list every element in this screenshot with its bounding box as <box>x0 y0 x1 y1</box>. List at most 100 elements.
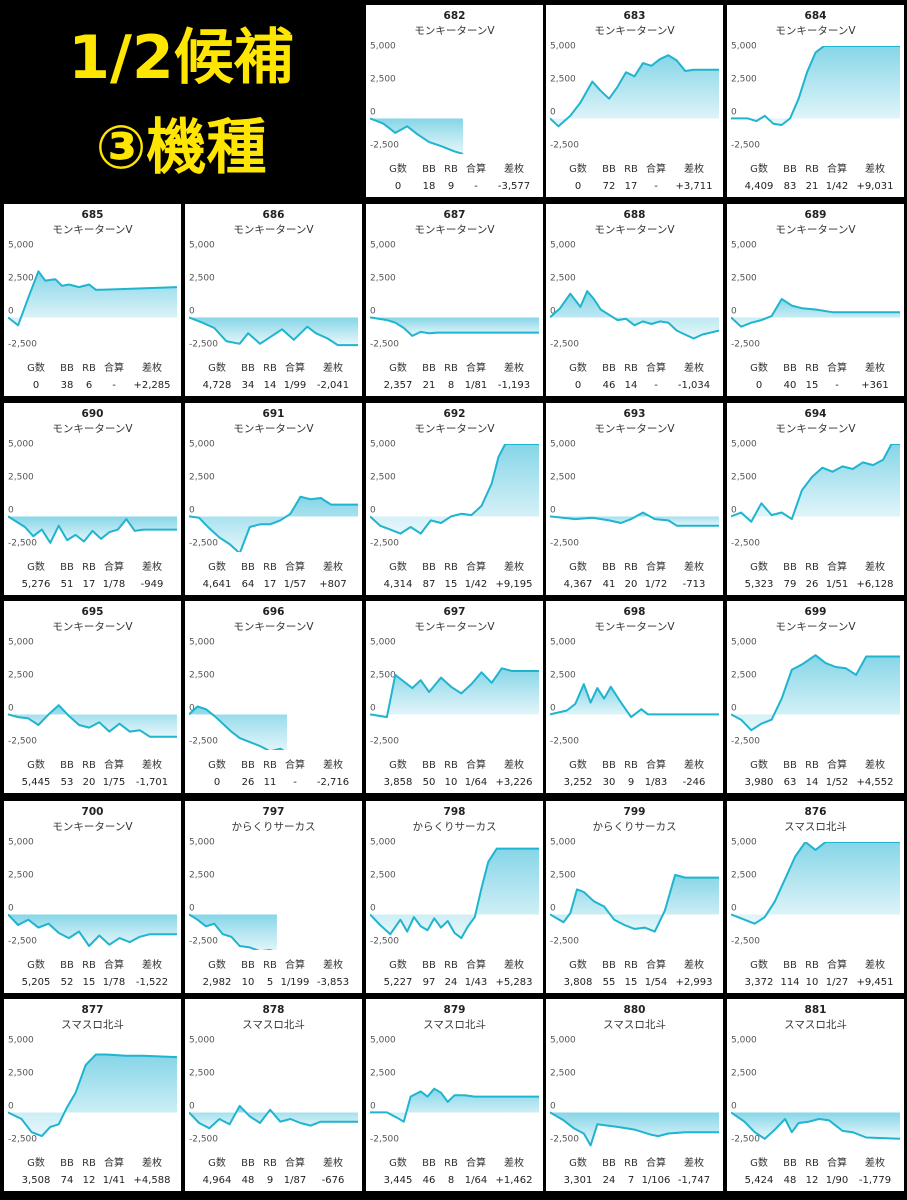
chart-panel-693: 693 モンキーターンV 5,000 2,500 0 -2,500 G数 4,367 BB 41 R… <box>546 403 723 595</box>
stat-header: G数 <box>569 361 587 374</box>
model-name: モンキーターンV <box>594 621 675 633</box>
y-tick-label: 0 <box>550 505 556 515</box>
stat-value: -2,716 <box>317 777 349 788</box>
stat-value: 1/43 <box>465 977 487 988</box>
stat-value: 26 <box>242 777 255 788</box>
chart-panel-876: 876 スマスロ北斗 5,000 2,500 0 -2,500 G数 3,372 BB 114 RB… <box>727 801 904 993</box>
machine-number: 692 <box>444 408 466 420</box>
stat-value: 3,858 <box>384 777 413 788</box>
stat-value: -246 <box>683 777 706 788</box>
model-name: モンキーターンV <box>414 25 495 37</box>
stat-value: 1/199 <box>281 977 310 988</box>
stat-value: 48 <box>784 1175 797 1186</box>
y-tick-label: 5,000 <box>189 638 215 648</box>
area-fill <box>370 848 539 939</box>
machine-number: 698 <box>624 606 646 618</box>
y-tick-label: 5,000 <box>189 241 215 251</box>
model-name: モンキーターンV <box>233 224 314 236</box>
y-tick-label: 0 <box>370 703 376 713</box>
stat-value: 5,276 <box>22 579 51 590</box>
y-tick-label: -2,500 <box>8 538 37 548</box>
chart-svg-687: 687 モンキーターンV 5,000 2,500 0 -2,500 G数 2,357 BB 21 R… <box>370 209 539 391</box>
chart-panel-797: 797 からくりサーカス 5,000 2,500 0 -2,500 G数 2,982 BB 10 R… <box>185 801 362 993</box>
stat-value: 55 <box>603 977 616 988</box>
stat-header: BB <box>602 562 616 573</box>
stat-header: G数 <box>27 958 45 971</box>
series-line <box>8 270 177 327</box>
stat-value: - <box>293 777 297 788</box>
chart-panel-881: 881 スマスロ北斗 5,000 2,500 0 -2,500 G数 5,424 BB 48 RB 1… <box>727 999 904 1191</box>
y-tick-label: 2,500 <box>731 473 757 483</box>
stat-value: 50 <box>423 777 436 788</box>
stat-value: 11 <box>264 777 277 788</box>
stat-value: -3,577 <box>498 181 530 192</box>
stat-header: 差枚 <box>504 560 524 573</box>
stat-value: 9 <box>628 777 634 788</box>
chart-svg-688: 688 モンキーターンV 5,000 2,500 0 -2,500 G数 0 BB 46 RB 14 合… <box>550 209 719 391</box>
area-fill <box>550 55 719 127</box>
stat-value: 74 <box>61 1175 74 1186</box>
machine-number: 686 <box>263 209 285 221</box>
area-fill <box>8 516 177 543</box>
stat-value: 17 <box>625 181 638 192</box>
y-tick-label: 0 <box>550 903 556 913</box>
area-fill <box>370 668 539 718</box>
area-fill <box>550 291 719 339</box>
series-line <box>370 444 539 535</box>
stat-header: RB <box>444 562 458 573</box>
series-line <box>8 913 177 947</box>
y-tick-label: -2,500 <box>731 936 760 946</box>
series-line <box>189 1104 358 1130</box>
machine-number: 700 <box>82 806 104 818</box>
stat-value: 0 <box>575 380 581 391</box>
stat-value: 1/64 <box>465 1175 487 1186</box>
machine-number: 688 <box>624 209 646 221</box>
y-tick-label: -2,500 <box>550 140 579 150</box>
y-tick-label: 0 <box>731 1101 737 1111</box>
model-name: モンキーターンV <box>233 621 314 633</box>
stat-header: BB <box>422 562 436 573</box>
y-tick-label: -2,500 <box>8 736 37 746</box>
stat-header: 合算 <box>646 560 666 573</box>
stat-value: 4,367 <box>564 579 593 590</box>
stat-header: RB <box>444 760 458 771</box>
stat-header: G数 <box>750 560 768 573</box>
area-fill <box>8 271 177 326</box>
stat-value: 6 <box>86 380 92 391</box>
machine-number: 799 <box>624 806 646 818</box>
stat-header: RB <box>82 562 96 573</box>
y-tick-label: 2,500 <box>370 473 396 483</box>
y-tick-label: 0 <box>731 107 737 117</box>
y-tick-label: 5,000 <box>731 42 757 52</box>
model-name: スマスロ北斗 <box>603 1019 666 1031</box>
y-tick-label: 5,000 <box>731 241 757 251</box>
y-tick-label: 0 <box>189 1101 195 1111</box>
y-tick-label: 2,500 <box>550 671 576 681</box>
stat-header: 差枚 <box>504 758 524 771</box>
stat-header: 差枚 <box>142 1156 162 1169</box>
stat-value: -1,193 <box>498 380 530 391</box>
series-line <box>8 515 177 544</box>
stat-header: 差枚 <box>865 361 885 374</box>
stat-value: 72 <box>603 181 616 192</box>
series-line <box>731 298 900 328</box>
stat-value: 114 <box>780 977 799 988</box>
model-name: モンキーターンV <box>233 423 314 435</box>
series-line <box>8 1053 177 1138</box>
series-line <box>550 873 719 933</box>
stat-value: 3,980 <box>745 777 774 788</box>
stat-value: 5 <box>267 977 273 988</box>
y-tick-label: -2,500 <box>550 1134 579 1144</box>
stat-header: RB <box>444 960 458 971</box>
y-tick-label: -2,500 <box>189 736 218 746</box>
stat-header: 差枚 <box>865 162 885 175</box>
chart-panel-695: 695 モンキーターンV 5,000 2,500 0 -2,500 G数 5,445 BB 53 R… <box>4 601 181 793</box>
stat-value: 38 <box>61 380 74 391</box>
stat-value: 9 <box>448 181 454 192</box>
stat-value: 20 <box>83 777 96 788</box>
chart-panel-687: 687 モンキーターンV 5,000 2,500 0 -2,500 G数 2,357 BB 21 R… <box>366 204 543 396</box>
stat-header: 合算 <box>827 162 847 175</box>
stat-value: 14 <box>625 380 638 391</box>
stat-header: 合算 <box>104 758 124 771</box>
stat-value: 15 <box>83 977 96 988</box>
